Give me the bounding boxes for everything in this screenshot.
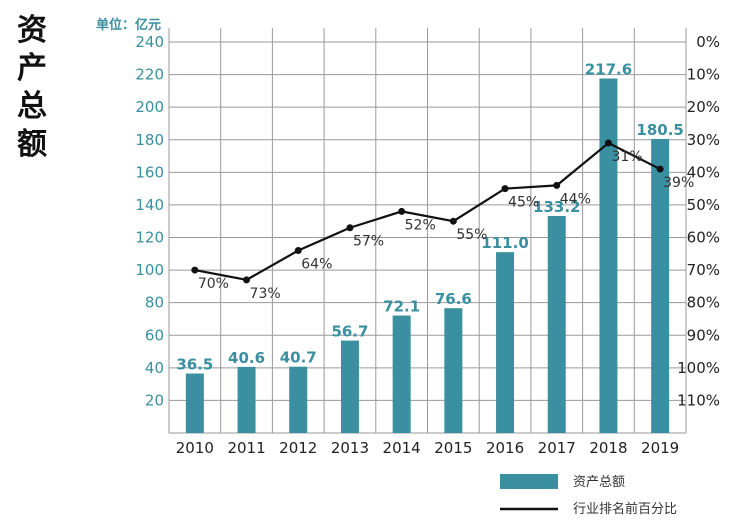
y-left-tick-label: 180 bbox=[135, 131, 164, 149]
y-left-tick-label: 20 bbox=[145, 391, 164, 409]
bar-value-label: 180.5 bbox=[636, 121, 683, 139]
y-left-tick-label: 40 bbox=[145, 359, 164, 377]
bars: 36.5 40.6 40.7 56.7 72.1 76.6 111.0 133.2 217.6 1… bbox=[176, 60, 684, 433]
line-value-label: 44% bbox=[560, 191, 591, 207]
y-right-tick-label: 70% bbox=[687, 261, 720, 279]
y-left-tick-label: 160 bbox=[135, 163, 164, 181]
x-tick-label: 2011 bbox=[227, 439, 265, 457]
legend-bar-swatch bbox=[500, 474, 558, 489]
bar-value-label: 76.6 bbox=[435, 290, 472, 308]
y-right-tick-label: 20% bbox=[687, 98, 720, 116]
x-tick-label: 2010 bbox=[176, 439, 214, 457]
line-value-label: 55% bbox=[456, 227, 487, 243]
bar bbox=[185, 373, 204, 433]
y-right-tick-label: 110% bbox=[677, 391, 720, 409]
y-left-tick-label: 100 bbox=[135, 261, 164, 279]
x-tick-label: 2019 bbox=[641, 439, 679, 457]
y-right-tick-label: 50% bbox=[687, 196, 720, 214]
line-point bbox=[294, 247, 302, 255]
y-left-tick-label: 220 bbox=[135, 66, 164, 84]
line-point bbox=[243, 276, 251, 284]
bar-value-label: 40.6 bbox=[228, 349, 265, 367]
bar-value-label: 133.2 bbox=[533, 198, 580, 216]
bar-value-label: 56.7 bbox=[331, 323, 368, 341]
line-value-label: 39% bbox=[663, 175, 694, 191]
bar bbox=[496, 252, 515, 433]
x-tick-label: 2015 bbox=[434, 439, 472, 457]
y-right-tick-label: 100% bbox=[677, 359, 720, 377]
bar-value-label: 40.7 bbox=[280, 349, 317, 367]
line-series: 70% 73% 64% 57% 52% 55% 45% 44% 31% 39% bbox=[191, 139, 694, 302]
y-left-tick-label: 120 bbox=[135, 229, 164, 247]
y-left-tick-label: 200 bbox=[135, 98, 164, 116]
bar bbox=[289, 366, 308, 433]
x-tick-label: 2013 bbox=[331, 439, 369, 457]
bar-value-label: 111.0 bbox=[481, 234, 528, 252]
page-title: 资产总额 bbox=[17, 13, 47, 162]
line-point bbox=[449, 217, 457, 225]
line-point bbox=[604, 139, 612, 147]
unit-label: 单位：亿元 bbox=[96, 17, 161, 33]
y-right-tick-label: 40% bbox=[687, 163, 720, 181]
bar bbox=[392, 315, 411, 433]
y-right-tick-label: 80% bbox=[687, 294, 720, 312]
y-right-tick-label: 0% bbox=[696, 33, 720, 51]
line-point bbox=[191, 266, 199, 274]
line-value-label: 31% bbox=[611, 149, 642, 165]
bar-value-label: 217.6 bbox=[585, 60, 632, 78]
line-path bbox=[194, 141, 661, 282]
x-tick-label: 2012 bbox=[279, 439, 317, 457]
y-right-tick-label: 10% bbox=[687, 66, 720, 84]
line-value-label: 70% bbox=[198, 276, 229, 292]
bar bbox=[237, 366, 256, 433]
axes: 20 40 60 80 100 120 140 160 180 200 220 240 0% 10% 20%… bbox=[135, 33, 720, 457]
y-left-tick-label: 60 bbox=[145, 326, 164, 344]
x-tick-label: 2018 bbox=[589, 439, 627, 457]
y-left-tick-label: 140 bbox=[135, 196, 164, 214]
bar bbox=[444, 308, 463, 433]
line-value-label: 64% bbox=[301, 257, 332, 273]
line-value-label: 52% bbox=[405, 217, 436, 233]
line-value-label: 57% bbox=[353, 234, 384, 250]
bar bbox=[340, 340, 359, 433]
y-right-tick-label: 30% bbox=[687, 131, 720, 149]
y-right-tick-label: 60% bbox=[687, 229, 720, 247]
line-point bbox=[553, 181, 561, 189]
bar bbox=[599, 78, 618, 433]
line-point bbox=[501, 185, 509, 193]
x-tick-label: 2014 bbox=[383, 439, 421, 457]
y-right-tick-label: 90% bbox=[687, 326, 720, 344]
bar-value-label: 72.1 bbox=[383, 298, 420, 316]
line-point bbox=[656, 165, 664, 173]
legend-line-label: 行业排名前百分比 bbox=[573, 501, 677, 517]
bar bbox=[547, 215, 566, 433]
bar bbox=[651, 138, 670, 433]
line-value-label: 73% bbox=[250, 286, 281, 302]
line-point bbox=[346, 224, 354, 232]
line-value-label: 45% bbox=[508, 195, 539, 211]
legend-bar-label: 资产总额 bbox=[573, 475, 625, 490]
x-tick-label: 2017 bbox=[538, 439, 576, 457]
y-left-tick-label: 240 bbox=[135, 33, 164, 51]
line-point bbox=[398, 207, 406, 215]
bar-value-label: 36.5 bbox=[176, 356, 213, 374]
x-tick-label: 2016 bbox=[486, 439, 524, 457]
y-left-tick-label: 80 bbox=[145, 294, 164, 312]
